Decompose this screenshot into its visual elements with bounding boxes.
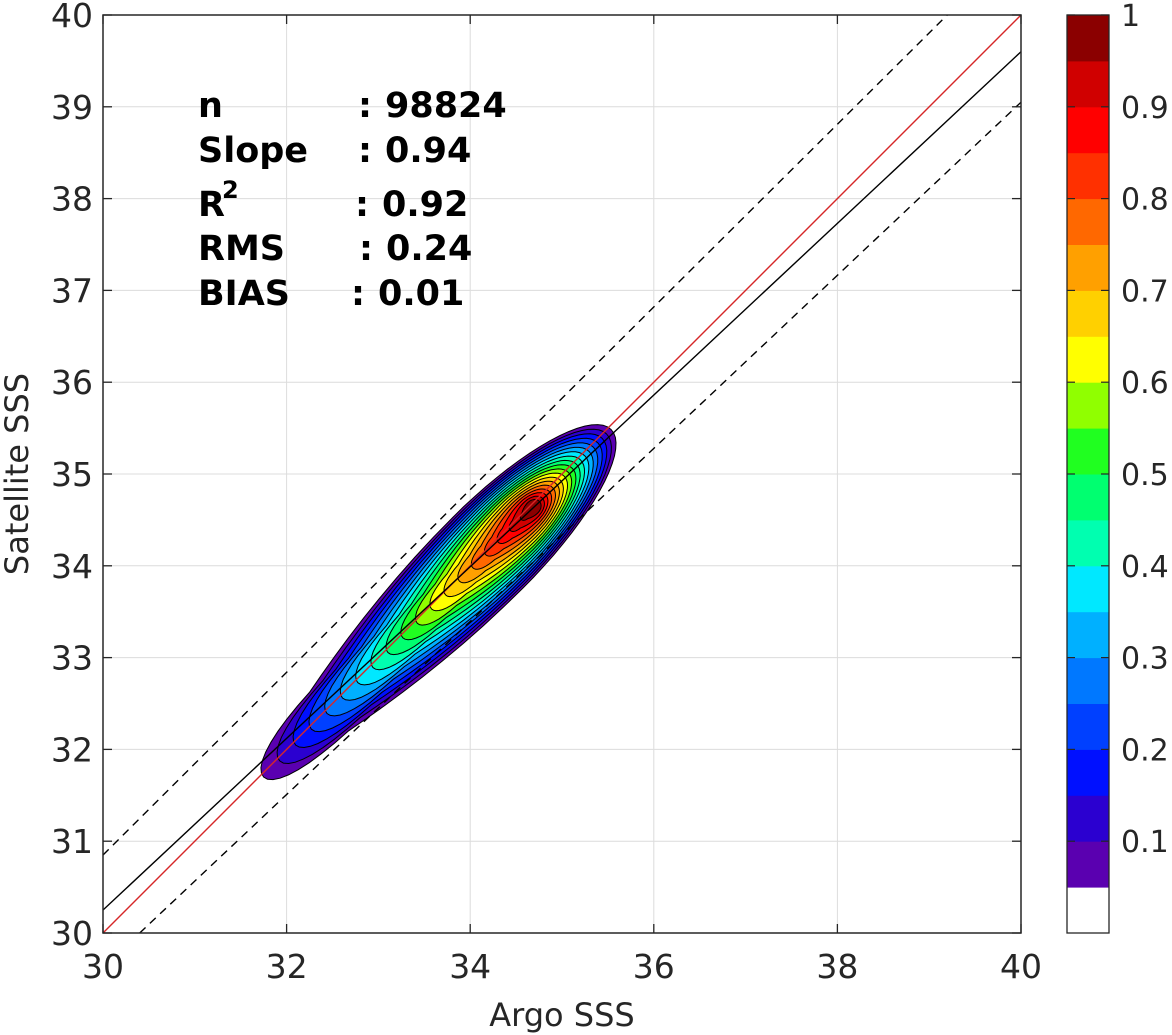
regression-line: [103, 51, 1021, 911]
colorbar-segment: [1067, 887, 1109, 934]
stat-n: n : 98824: [198, 86, 507, 126]
stats-box: n : 98824 Slope : 0.94 R 2 : 0.92 RMS : …: [198, 86, 507, 314]
colorbar-segment: [1067, 703, 1109, 750]
colorbar-segment: [1067, 657, 1109, 704]
stat-slope-sep: :: [358, 131, 372, 171]
y-tick-label: 32: [51, 730, 93, 769]
colorbar-segment: [1067, 474, 1109, 521]
colorbar-segment: [1067, 565, 1109, 613]
colorbar-segment: [1067, 15, 1109, 62]
y-tick-label: 36: [51, 363, 93, 402]
colorbar-segment: [1067, 611, 1109, 659]
colorbar-tick-label: 0.9: [1121, 91, 1169, 126]
colorbar-segment: [1067, 336, 1109, 383]
colorbar-tick-label: 0.7: [1121, 274, 1169, 309]
x-tick-label: 30: [82, 947, 124, 986]
one-to-one-line: [103, 15, 1021, 933]
colorbar-segment: [1067, 428, 1109, 475]
x-tick-label: 36: [633, 947, 675, 986]
y-tick-label: 39: [51, 88, 93, 127]
colorbar-segment: [1067, 106, 1109, 154]
stat-rms: RMS : 0.24: [198, 229, 472, 269]
y-tick-label: 38: [51, 180, 93, 219]
reference-lines: [103, 15, 1021, 933]
x-tick-label: 40: [1000, 947, 1042, 986]
stat-slope-value: 0.94: [385, 131, 471, 171]
colorbar-tick-label: 0.1: [1121, 825, 1169, 860]
colorbar-segment: [1067, 152, 1109, 200]
colorbar-tick-label: 0.3: [1121, 642, 1169, 677]
colorbar-tick-label: 0.2: [1121, 733, 1169, 768]
stat-rms-key: RMS: [198, 229, 285, 269]
colorbar-tick-label: 0.6: [1121, 366, 1169, 401]
stat-rms-value: 0.24: [386, 229, 472, 269]
stat-r2-value: 0.92: [382, 185, 468, 225]
y-tick-label: 30: [51, 914, 93, 953]
stat-bias-value: 0.01: [378, 274, 464, 314]
stat-r2-superscript: 2: [222, 176, 239, 204]
colorbar: 0.1 0.2 0.3 0.4 0.5 0.6 0.7 0.8 0.9 1: [1066, 0, 1169, 934]
stat-bias-sep: :: [351, 274, 365, 314]
colorbar-tick-label: 0.5: [1121, 458, 1169, 493]
y-tick-label: 31: [51, 822, 93, 861]
colorbar-segment: [1067, 198, 1109, 245]
stat-rms-sep: :: [359, 229, 373, 269]
y-tick-label: 33: [51, 639, 93, 678]
stat-r2-sep: :: [355, 185, 369, 225]
colorbar-tick-label: 0.4: [1121, 550, 1169, 585]
x-tick-label: 38: [816, 947, 858, 986]
lower-bound-line: [139, 101, 1021, 933]
colorbar-tick-label: 1: [1121, 0, 1140, 34]
axis-ticks: [102, 14, 1022, 934]
colorbar-segment: [1067, 244, 1109, 291]
stat-slope: Slope : 0.94: [198, 131, 471, 171]
y-tick-labels: 30 31 32 33 34 35 36 37 38 39 40: [51, 0, 93, 953]
stat-n-sep: :: [358, 86, 372, 126]
colorbar-segment: [1067, 795, 1109, 842]
stat-n-key: n: [198, 86, 223, 126]
stat-bias-key: BIAS: [198, 274, 290, 314]
upper-bound-line: [103, 15, 949, 856]
colorbar-segment: [1067, 841, 1109, 888]
y-tick-label: 35: [51, 455, 93, 494]
colorbar-segment: [1067, 519, 1109, 567]
x-axis-label: Argo SSS: [489, 996, 634, 1034]
stat-r2-key: R: [198, 185, 225, 225]
colorbar-tick-label: 0.8: [1121, 183, 1169, 218]
y-axis-label: Satellite SSS: [0, 373, 36, 575]
grid-lines: [102, 14, 1022, 934]
stat-slope-key: Slope: [198, 131, 308, 171]
colorbar-segment: [1067, 382, 1109, 429]
x-tick-labels: 30 32 34 36 38 40: [82, 947, 1042, 986]
x-tick-label: 34: [449, 947, 491, 986]
colorbar-segment: [1067, 60, 1109, 108]
stat-n-value: 98824: [385, 86, 507, 126]
y-tick-label: 34: [51, 547, 93, 586]
y-tick-label: 40: [51, 0, 93, 35]
x-tick-label: 32: [266, 947, 308, 986]
stat-r2: R 2 : 0.92: [198, 176, 468, 225]
y-tick-label: 37: [51, 271, 93, 310]
colorbar-segment: [1067, 749, 1109, 796]
colorbar-segment: [1067, 290, 1109, 337]
stat-bias: BIAS : 0.01: [198, 274, 464, 314]
